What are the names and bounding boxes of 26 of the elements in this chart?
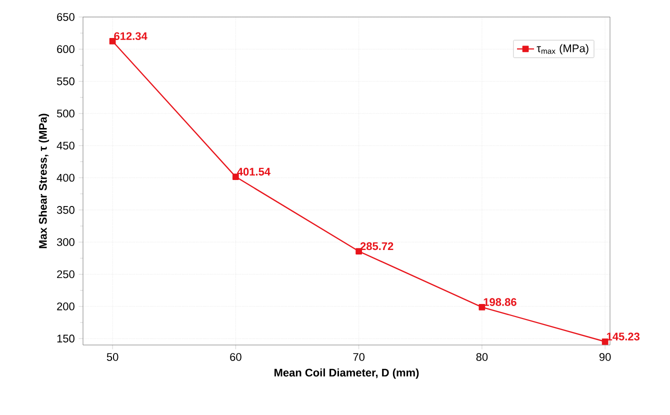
y-tick-label: 550 [56,77,74,86]
y-tick-label: 250 [57,270,74,278]
x-tick-label: 90 [599,353,611,361]
data-label: 145.23 [606,332,640,340]
point [602,338,608,345]
y-tick-label: 350 [56,206,74,214]
y-tick-label: 450 [56,142,74,150]
data-label: 612.34 [114,32,148,40]
y-tick-label: 600 [57,45,74,54]
x-tick-label: 50 [106,353,118,361]
data-label: 401.54 [237,168,270,176]
x-axis-title: Mean Coil Diameter, D (mm) [274,368,419,379]
legend-label: τ$_{max}$ (MPa) [536,44,588,54]
y-tick-label: 650 [57,13,74,21]
y-axis-title: Max Shear Stress, τ (MPa) [38,114,49,248]
x-tick-label: 80 [476,353,488,361]
x-tick-label: 60 [230,353,242,361]
y-tick-label: 200 [57,302,74,310]
y-tick-label: 500 [56,110,74,118]
x-tick-label: 70 [353,353,365,361]
y-tick-label: 150 [57,334,74,342]
data-label: 285.72 [360,242,394,250]
y-tick-label: 300 [56,238,74,246]
point [109,38,116,44]
data-label: 198.86 [484,298,516,306]
y-tick-label: 400 [56,174,74,182]
